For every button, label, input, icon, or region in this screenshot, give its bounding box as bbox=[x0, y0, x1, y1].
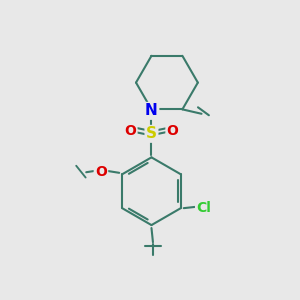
Text: Cl: Cl bbox=[196, 201, 211, 215]
Text: N: N bbox=[145, 103, 158, 118]
Text: O: O bbox=[124, 124, 136, 139]
Text: O: O bbox=[95, 165, 107, 179]
Text: S: S bbox=[146, 126, 157, 141]
Text: O: O bbox=[167, 124, 178, 139]
